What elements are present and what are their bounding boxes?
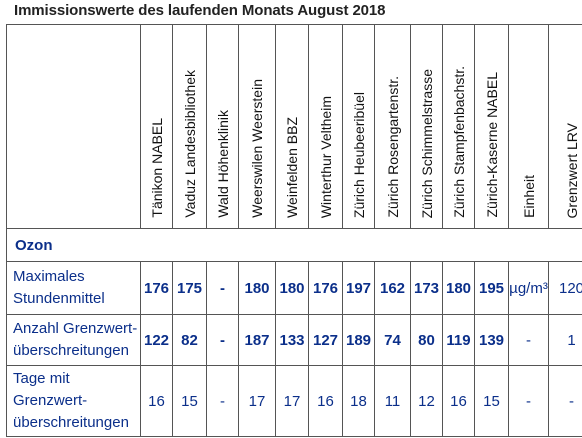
table-cell: 16 [140, 365, 173, 437]
column-header: Zürich Heubeeribüel [342, 24, 375, 229]
section-row: Ozon [6, 228, 582, 262]
column-header: Zürich Schimmelstrasse [410, 24, 443, 229]
column-header: Zürich Stampfenbachstr. [442, 24, 475, 229]
table-cell: 175 [172, 261, 207, 315]
corner-cell [6, 24, 141, 229]
table-cell: 139 [474, 314, 509, 366]
column-header: Zürich-Kaserne NABEL [474, 24, 509, 229]
unit-cell: µg/m³ [508, 261, 549, 315]
table-cell: 122 [140, 314, 173, 366]
unit-cell: - [508, 314, 549, 366]
table-cell: 180 [442, 261, 475, 315]
table-cell: 11 [374, 365, 411, 437]
limit-cell: 120 [548, 261, 582, 315]
table-cell: - [206, 261, 239, 315]
table-cell: 16 [442, 365, 475, 437]
column-header: Zürich Rosengartenstr. [374, 24, 411, 229]
table-cell: 176 [140, 261, 173, 315]
table-cell: 133 [275, 314, 309, 366]
column-header: Weerswilen Weerstein [238, 24, 276, 229]
unit-cell: - [508, 365, 549, 437]
column-header: Wald Höhenklinik [206, 24, 239, 229]
table-cell: 15 [474, 365, 509, 437]
column-header: Einheit [508, 24, 549, 229]
section-title: Ozon [6, 228, 582, 262]
table-cell: 16 [308, 365, 343, 437]
table-cell: 12 [410, 365, 443, 437]
table-cell: 197 [342, 261, 375, 315]
column-header: Winterthur Veltheim [308, 24, 343, 229]
table-row: Maximales Stundenmittel 176 175 - 180 18… [6, 261, 582, 315]
row-label: Maximales Stundenmittel [6, 261, 141, 315]
table-cell: 15 [172, 365, 207, 437]
table-row: Anzahl Grenzwert-überschreitungen 122 82… [6, 314, 582, 366]
column-header: Weinfelden BBZ [275, 24, 309, 229]
table-cell: 127 [308, 314, 343, 366]
table-cell: 82 [172, 314, 207, 366]
table-cell: 18 [342, 365, 375, 437]
table-cell: 173 [410, 261, 443, 315]
table-cell: 17 [275, 365, 309, 437]
immission-table: Tänikon NABEL Vaduz Landesbibliothek Wal… [6, 24, 582, 437]
table-cell: 187 [238, 314, 276, 366]
table-cell: 162 [374, 261, 411, 315]
table-cell: 180 [275, 261, 309, 315]
table-cell: - [206, 365, 239, 437]
table-cell: 195 [474, 261, 509, 315]
page-title: Immissionswerte des laufenden Monats Aug… [14, 2, 386, 19]
column-header: Grenzwert LRV [548, 24, 582, 229]
table-row: Tage mit Grenzwert-überschreitungen 16 1… [6, 365, 582, 437]
table-cell: 74 [374, 314, 411, 366]
column-header: Vaduz Landesbibliothek [172, 24, 207, 229]
limit-cell: 1 [548, 314, 582, 366]
header-row: Tänikon NABEL Vaduz Landesbibliothek Wal… [6, 24, 582, 229]
table-cell: 119 [442, 314, 475, 366]
row-label: Tage mit Grenzwert-überschreitungen [6, 365, 141, 437]
table-cell: 189 [342, 314, 375, 366]
table-cell: 180 [238, 261, 276, 315]
column-header: Tänikon NABEL [140, 24, 173, 229]
row-label: Anzahl Grenzwert-überschreitungen [6, 314, 141, 366]
limit-cell: - [548, 365, 582, 437]
table-cell: - [206, 314, 239, 366]
table-cell: 17 [238, 365, 276, 437]
table-cell: 80 [410, 314, 443, 366]
table-cell: 176 [308, 261, 343, 315]
